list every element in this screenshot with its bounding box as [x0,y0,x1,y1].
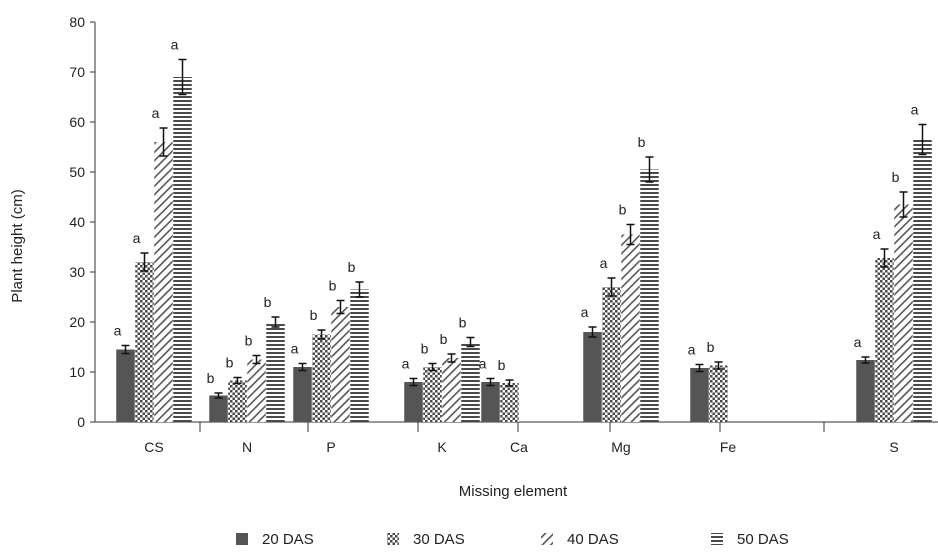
bars [116,58,932,422]
significance-letter: a [114,323,122,339]
x-axis-title: Missing element [459,483,568,500]
bar-k-40-das [442,358,461,422]
significance-letter: b [498,357,506,373]
bar-n-40-das [247,359,266,422]
bar-s-20-das [856,360,875,422]
significance-letter: b [459,315,467,331]
significance-letter: a [133,230,141,246]
x-axis: CS N P K Ca Mg Fe S [95,421,938,455]
x-tick-label-n: N [242,439,252,455]
significance-letter: a [152,105,160,121]
legend-swatch-40-das [541,533,553,545]
bar-cs-40-das [154,142,173,422]
significance-letter: a [854,334,862,350]
y-tick-label: 60 [69,114,85,130]
y-tick-label: 0 [77,414,85,430]
x-tick-label-s: S [889,439,898,455]
significance-letter: a [402,356,410,372]
significance-letter: b [329,278,337,294]
significance-letter: a [688,342,696,358]
bar-mg-50-das [640,169,659,422]
x-tick-label-ca: Ca [510,439,528,455]
bar-ca-20-das [481,382,500,422]
legend-label: 20 DAS [262,531,314,548]
significance-letter: b [421,341,429,357]
x-tick-label-mg: Mg [611,439,630,455]
significance-letter: a [171,37,179,53]
significance-letter: a [581,304,589,320]
bar-s-50-das [913,139,932,422]
significance-letter: a [291,341,299,357]
bar-mg-20-das [583,332,602,422]
y-tick-label: 80 [69,14,85,30]
bar-k-50-das [461,342,480,422]
bar-k-20-das [404,382,423,422]
bar-s-30-das [875,258,894,422]
y-axis-title: Plant height (cm) [9,189,26,302]
significance-letter: a [911,102,919,118]
bar-s-40-das [894,204,913,422]
legend: 20 DAS 30 DAS 40 DAS 50 DAS [236,531,789,548]
significance-letter: b [707,339,715,355]
bar-p-40-das [331,307,350,422]
bar-k-30-das [423,367,442,422]
y-tick-label: 30 [69,264,85,280]
significance-letter: b [207,370,215,386]
legend-label: 50 DAS [737,531,789,548]
bar-cs-20-das [116,349,135,422]
significance-letter: b [264,294,272,310]
significance-letter: b [619,202,627,218]
y-tick-label: 20 [69,314,85,330]
x-tick-label-fe: Fe [720,439,737,455]
bar-ca-30-das [500,383,519,422]
significance-letter: b [638,134,646,150]
bar-cs-50-das [173,77,192,422]
bar-n-20-das [209,395,228,422]
legend-swatch-30-das [387,533,399,545]
x-tick-label-p: P [326,439,335,455]
y-tick-label: 10 [69,364,85,380]
significance-letter: a [479,356,487,372]
x-tick-label-cs: CS [144,439,163,455]
legend-label: 30 DAS [413,531,465,548]
y-tick-label: 50 [69,164,85,180]
y-axis: 0 10 20 30 40 50 60 70 80 [69,14,96,430]
x-tick-label-k: K [437,439,447,455]
significance-letter: b [892,169,900,185]
bar-mg-30-das [602,287,621,422]
bar-p-50-das [350,289,369,422]
legend-label: 40 DAS [567,531,619,548]
significance-letter: b [310,307,318,323]
bar-fe-20-das [690,368,709,422]
significance-letter: b [440,331,448,347]
significance-letter: a [600,255,608,271]
bar-p-30-das [312,334,331,422]
significance-letter: b [226,355,234,371]
bar-cs-30-das [135,262,154,422]
y-tick-label: 40 [69,214,85,230]
bar-mg-40-das [621,234,640,422]
bar-n-30-das [228,380,247,422]
bar-fe-30-das [709,365,728,422]
significance-letter: a [873,226,881,242]
y-tick-label: 70 [69,64,85,80]
legend-swatch-20-das [236,533,248,545]
bar-p-20-das [293,367,312,422]
significance-letter: b [245,333,253,349]
bar-n-50-das [266,322,285,422]
legend-swatch-50-das [711,533,723,545]
significance-letter: b [348,259,356,275]
